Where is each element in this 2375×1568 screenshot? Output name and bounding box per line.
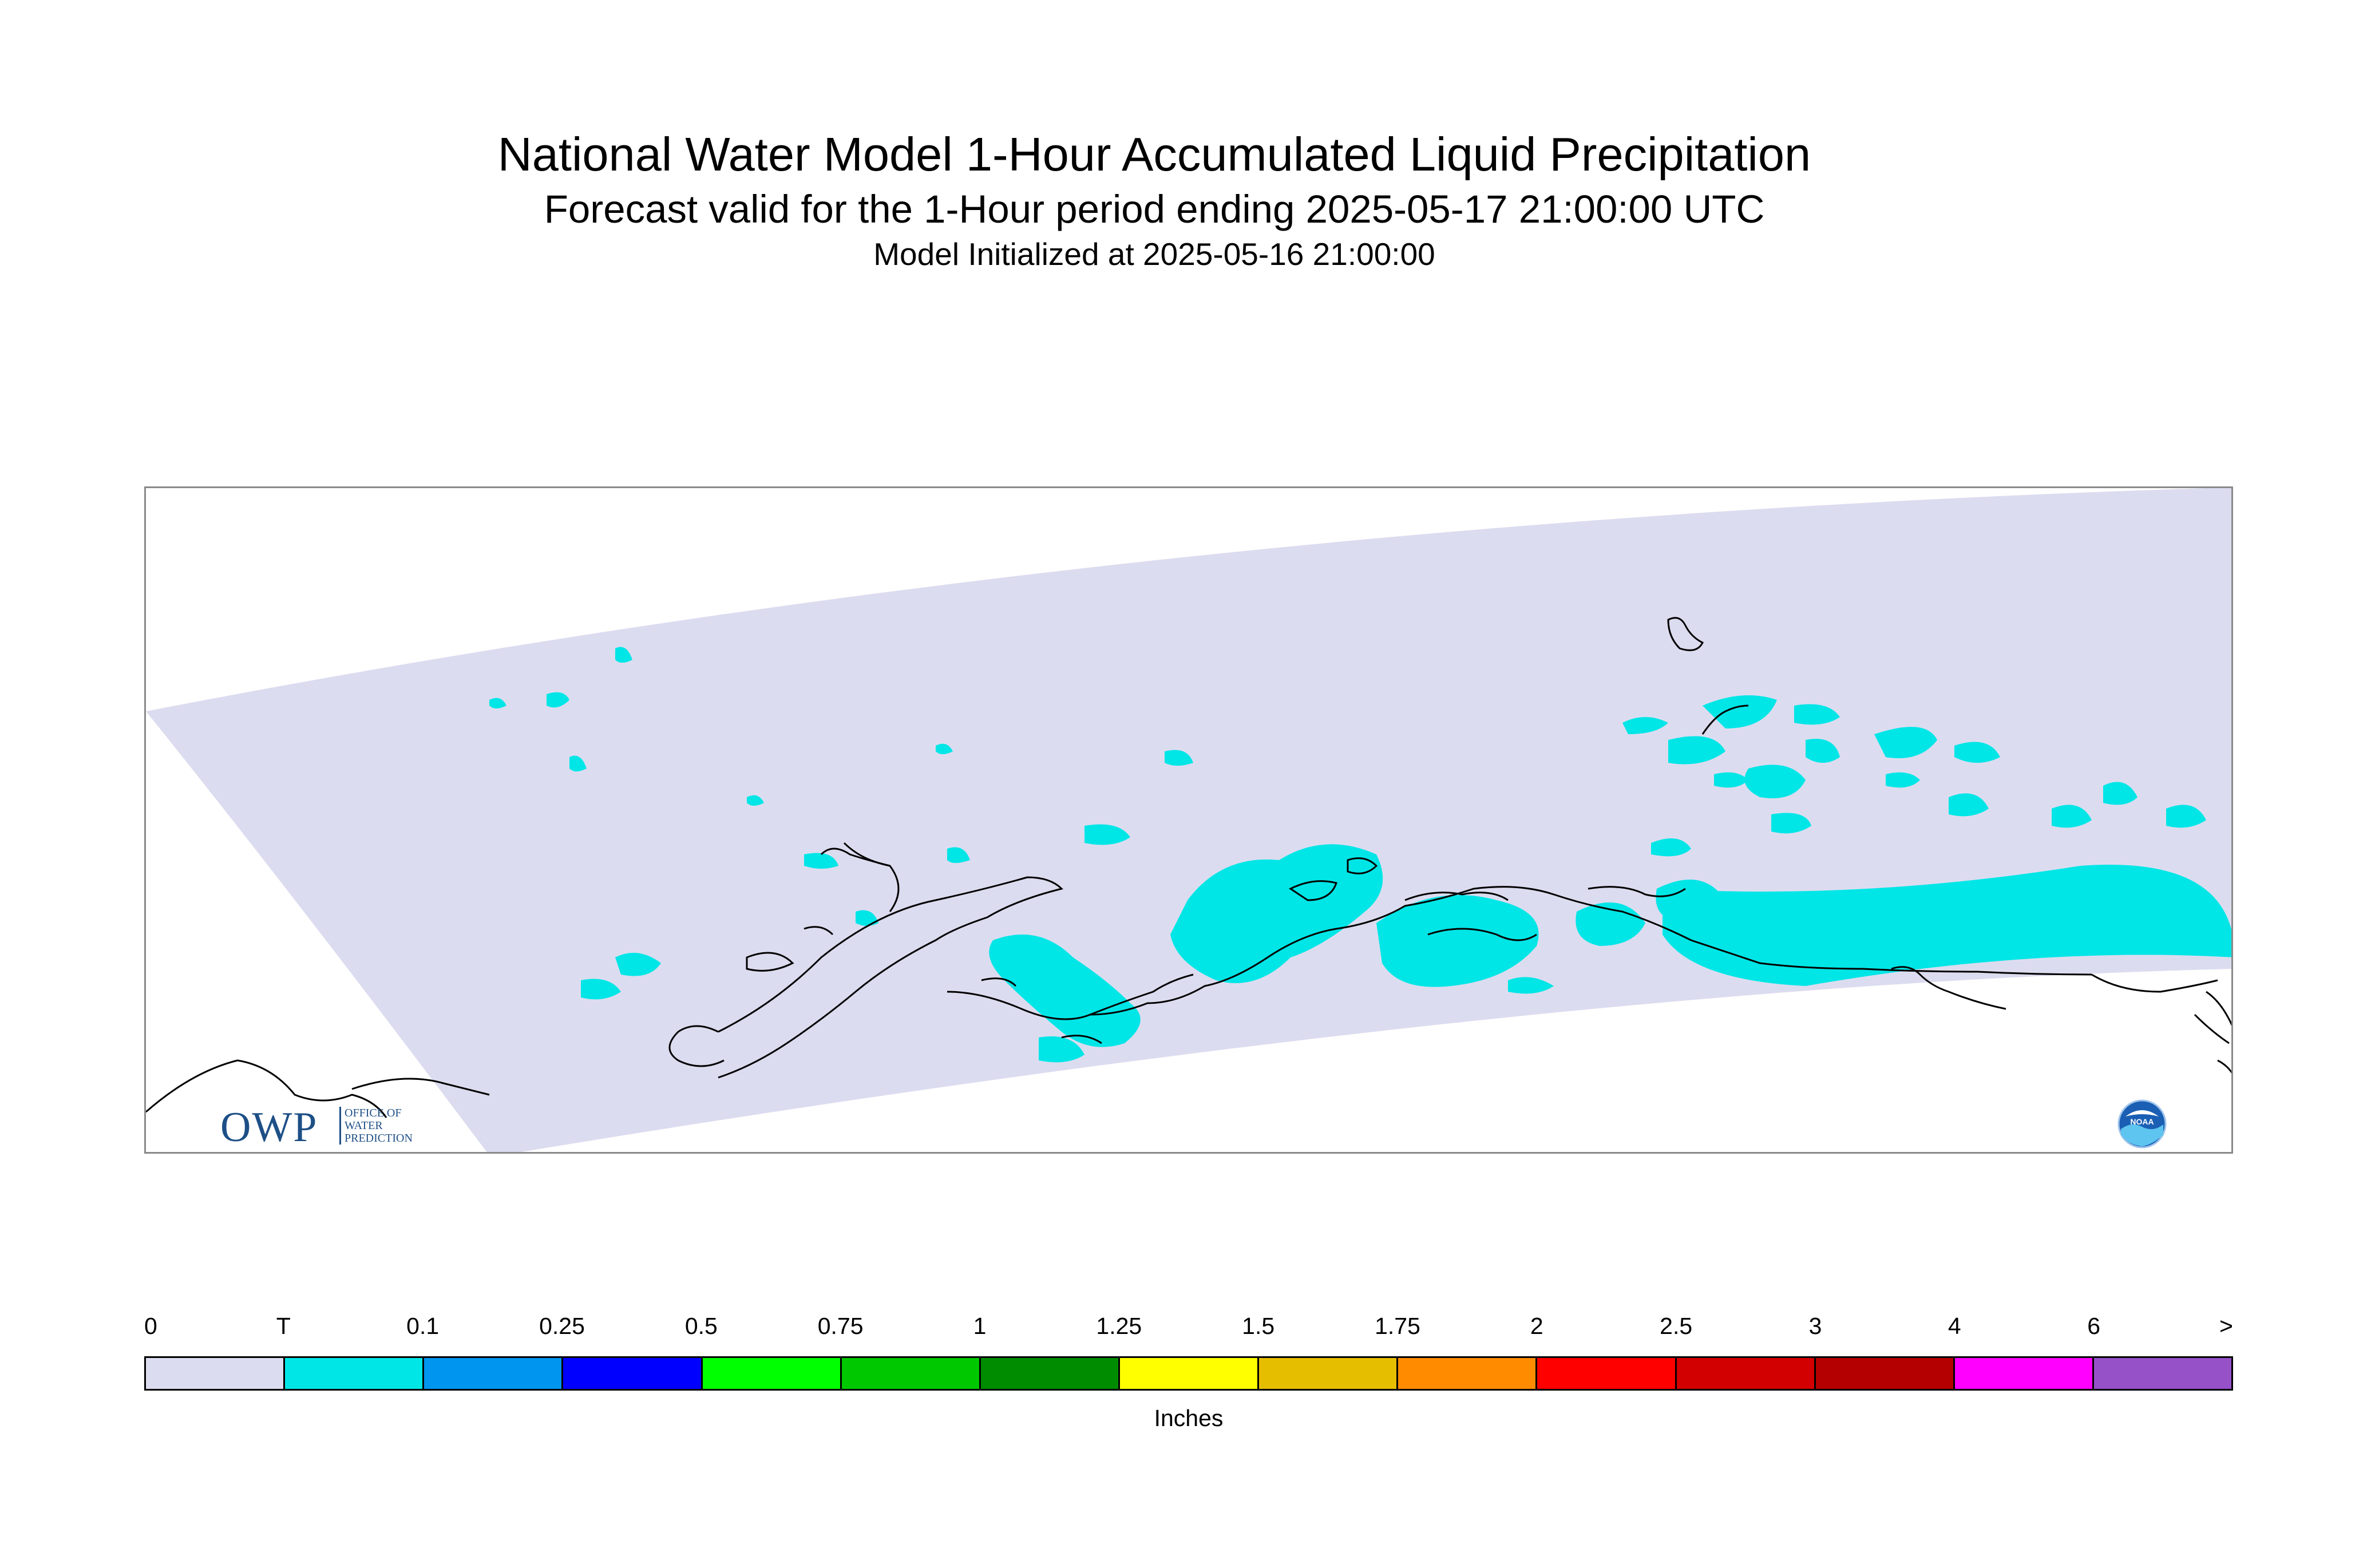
legend-tick-label: 3 — [1808, 1313, 1822, 1339]
legend-tick-label: T — [276, 1313, 291, 1339]
legend-units-label: Inches — [1154, 1405, 1224, 1431]
legend-tick-label: 1.75 — [1375, 1313, 1420, 1339]
map-canvas — [146, 488, 2231, 1152]
model-init-line: Model Initialized at 2025-05-16 21:00:00 — [873, 236, 1435, 272]
legend-tick-label: 0.1 — [406, 1313, 440, 1339]
coastlines — [146, 617, 2231, 1118]
legend-swatch — [702, 1358, 842, 1389]
legend-swatch — [980, 1358, 1120, 1389]
legend-swatch — [424, 1358, 564, 1389]
owp-logo-line2: WATER — [345, 1119, 383, 1132]
legend-tick-label: 2.5 — [1660, 1313, 1693, 1339]
legend-tick-label: 0.25 — [539, 1313, 585, 1339]
legend-tick-label: 0 — [144, 1313, 157, 1339]
owp-logo: OWP OFFICE OF WATER PREDICTION — [220, 1103, 426, 1152]
legend-swatch — [563, 1358, 703, 1389]
legend-swatch — [2093, 1358, 2232, 1389]
legend-tick-label: 6 — [2087, 1313, 2101, 1339]
legend-swatch — [1119, 1358, 1260, 1389]
precipitation-legend: 0 T 0.1 0.25 0.5 0.75 1 1.25 1.5 1.75 2 2.5 3 4 6 > Inc… — [144, 1310, 2233, 1442]
legend-swatch — [1815, 1358, 1955, 1389]
legend-tick-label: 1 — [973, 1313, 987, 1339]
legend-tick-label: 1.5 — [1242, 1313, 1275, 1339]
legend-colorbar — [144, 1356, 2233, 1391]
legend-swatch — [1954, 1358, 2094, 1389]
legend-tick-label: 2 — [1530, 1313, 1543, 1339]
legend-tick-label: 4 — [1948, 1313, 1961, 1339]
noaa-logo: NOAA — [2117, 1099, 2167, 1149]
owp-logo-line3: PREDICTION — [345, 1132, 413, 1145]
legend-swatch — [1259, 1358, 1399, 1389]
legend-tick-label: 0.75 — [817, 1313, 864, 1339]
precipitation-map: OWP OFFICE OF WATER PREDICTION NOAA — [144, 486, 2233, 1154]
legend-swatch — [146, 1358, 286, 1389]
legend-swatch — [1676, 1358, 1816, 1389]
legend-tick-label: 0.5 — [684, 1313, 718, 1339]
legend-swatch — [1398, 1358, 1538, 1389]
legend-tick-label: > — [2219, 1313, 2233, 1339]
owp-logo-letters: OWP — [220, 1104, 318, 1151]
model-domain — [146, 488, 2231, 1152]
owp-logo-line1: OFFICE OF — [345, 1107, 402, 1119]
legend-swatch — [841, 1358, 981, 1389]
legend-swatch — [1537, 1358, 1677, 1389]
map-title: National Water Model 1-Hour Accumulated … — [497, 128, 1811, 181]
owp-logo-subtext: OFFICE OF WATER PREDICTION — [339, 1107, 413, 1145]
precipitation-areas — [489, 647, 2231, 1063]
legend-swatch — [285, 1358, 425, 1389]
legend-tick-label: 1.25 — [1096, 1313, 1142, 1339]
noaa-logo-text: NOAA — [2130, 1117, 2154, 1126]
map-subtitle: Forecast valid for the 1-Hour period end… — [544, 187, 1765, 231]
